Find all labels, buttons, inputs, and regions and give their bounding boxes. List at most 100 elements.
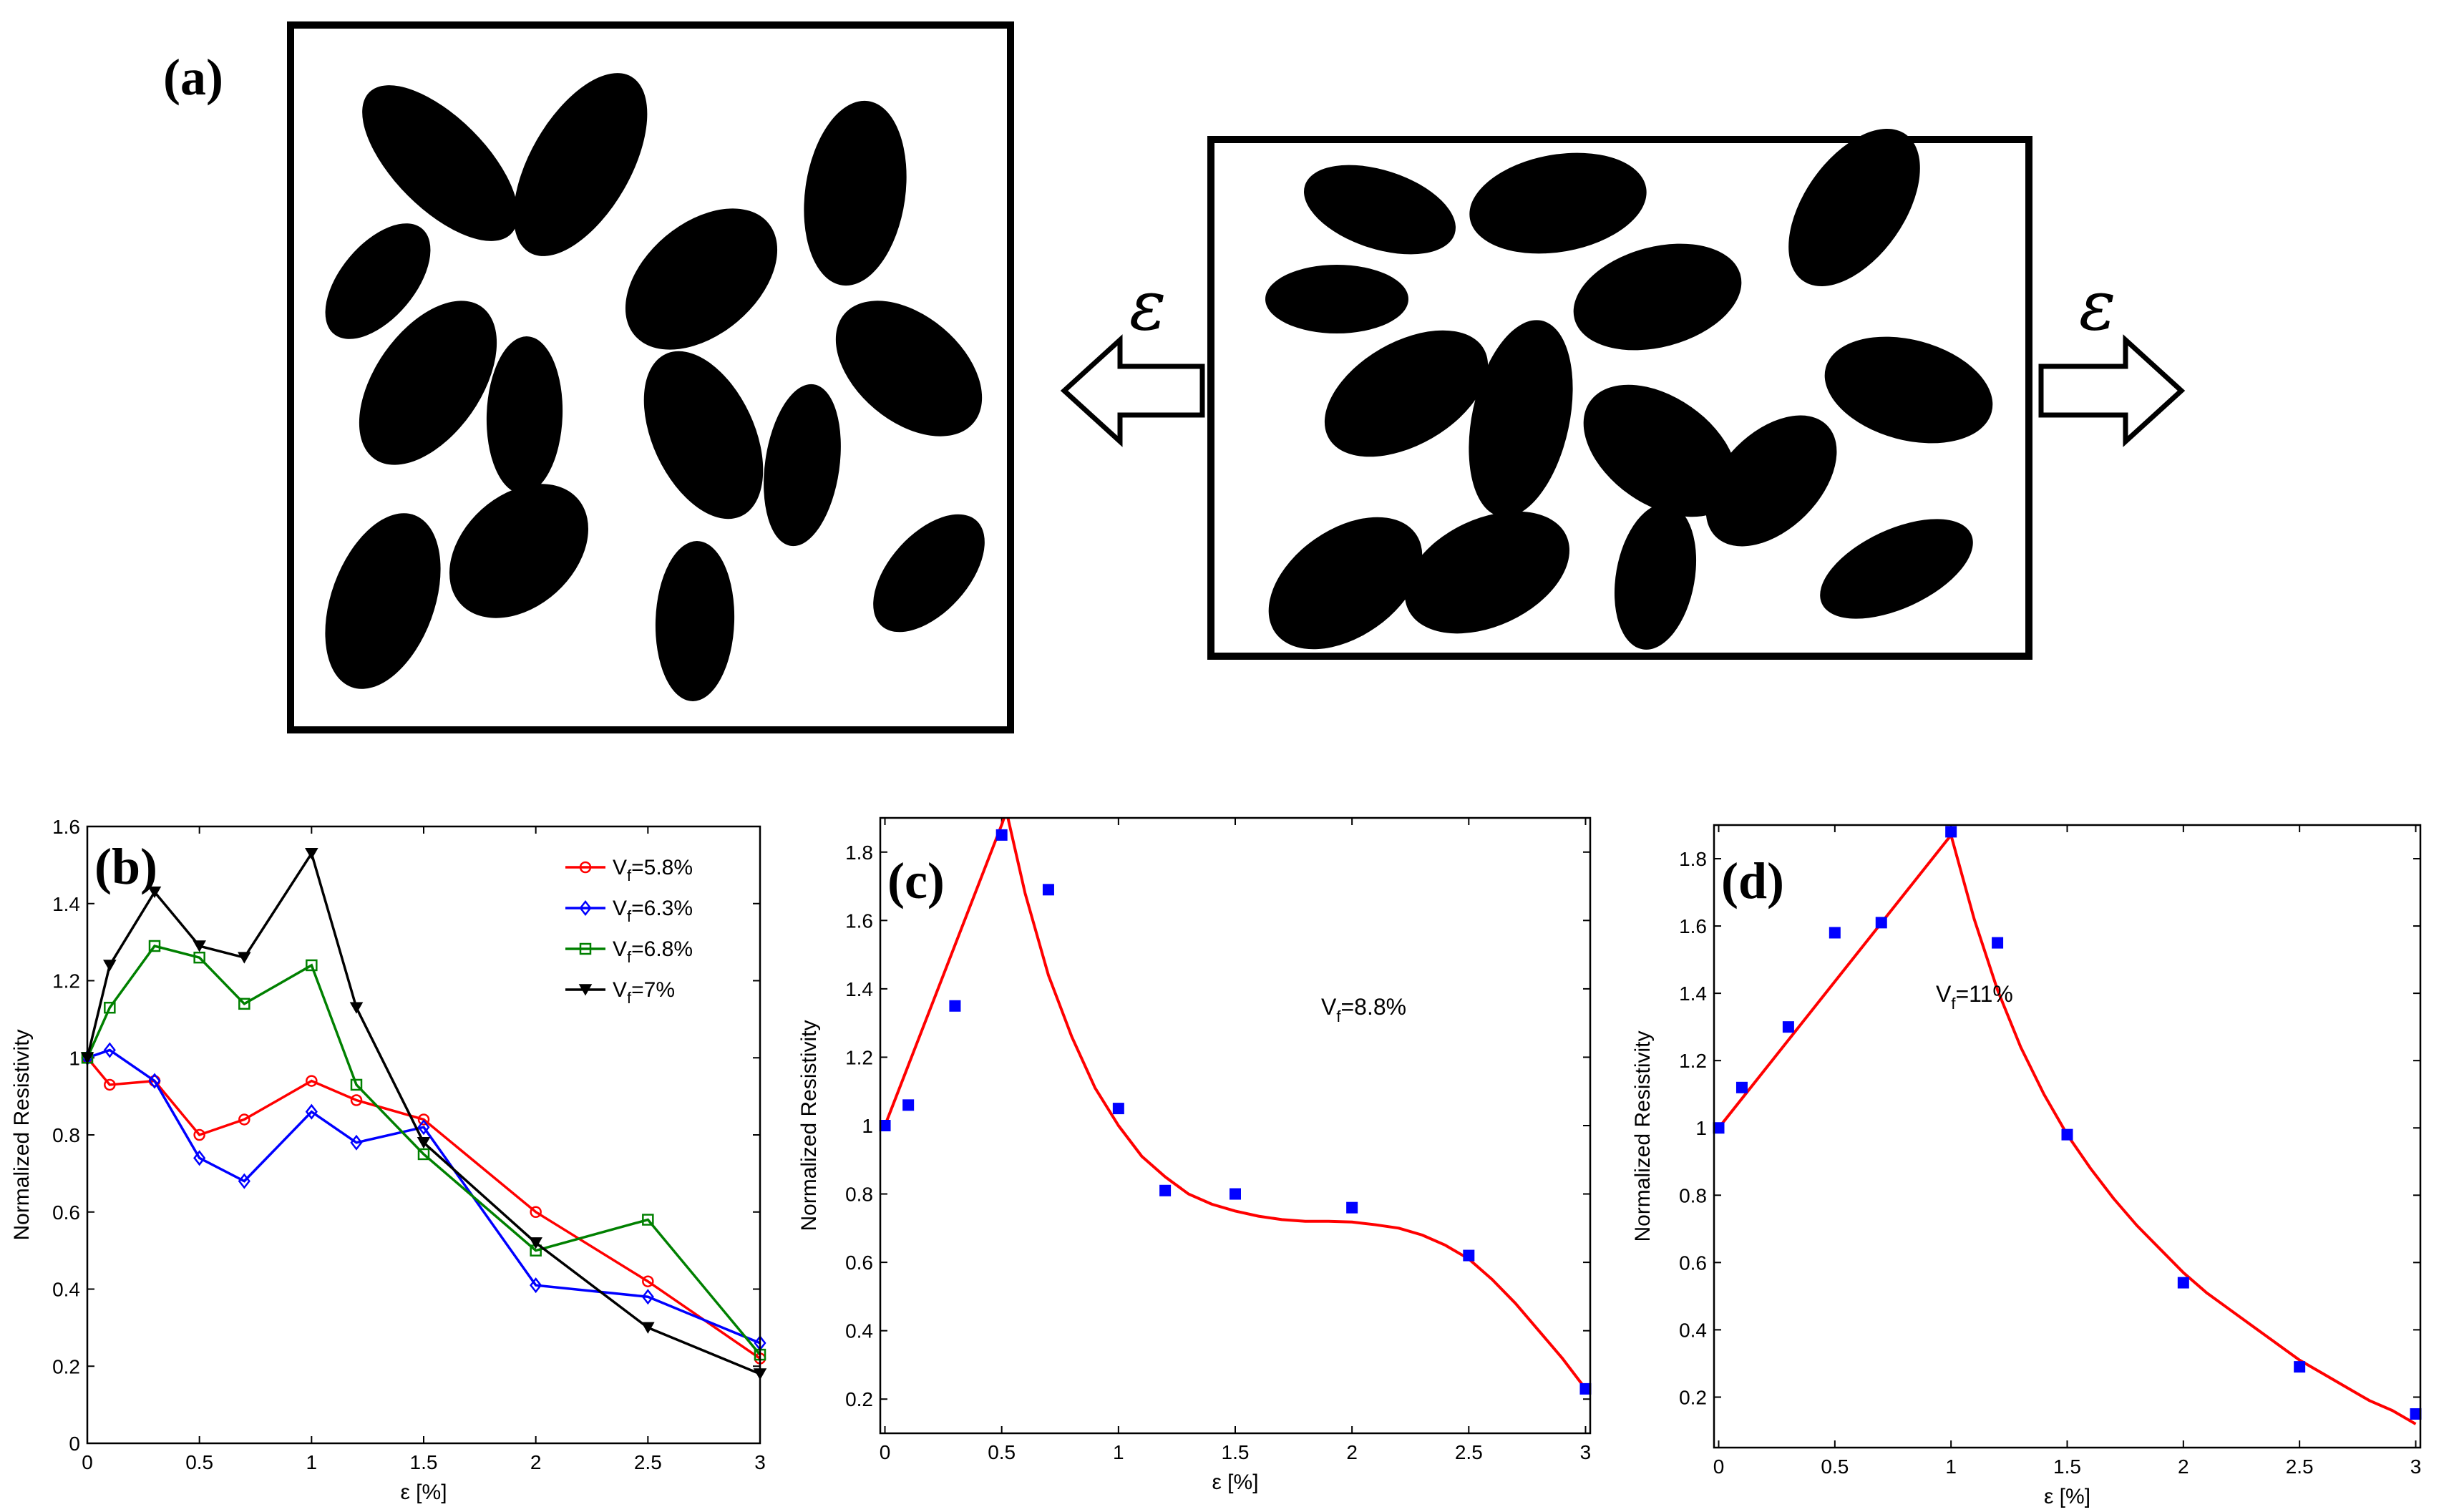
data-point: [147, 886, 162, 899]
chart-b-x-axis-label: ε [%]: [400, 1481, 447, 1504]
data-point: [306, 959, 318, 972]
data-point: [305, 1103, 318, 1120]
chart-d-panel-label: (d): [1721, 852, 1784, 909]
filler-particle: [449, 484, 588, 618]
filler-particle: [325, 223, 431, 339]
data-point: [1992, 937, 2004, 949]
fit-curve: [883, 818, 1587, 1390]
y-tick-label: 0.6: [845, 1252, 873, 1274]
x-tick-label: 2: [530, 1451, 542, 1473]
filler-particle: [1469, 152, 1647, 254]
data-point: [417, 1119, 430, 1136]
data-point: [1782, 1021, 1794, 1033]
y-tick-label: 0: [69, 1433, 80, 1455]
chart-b-series: [80, 847, 767, 1380]
data-point: [1463, 1249, 1475, 1262]
x-tick-label: 2.5: [2286, 1455, 2314, 1478]
strain-symbol-left: ε: [1129, 265, 1167, 346]
y-tick-label: 0.8: [845, 1184, 873, 1206]
chart-d-annotation: Vf=11%: [1936, 981, 2013, 1013]
y-tick-label: 0.8: [52, 1124, 80, 1146]
x-tick-label: 1.5: [1222, 1441, 1250, 1463]
y-tick-label: 0.6: [52, 1201, 80, 1224]
filler-particle: [359, 301, 497, 465]
x-tick-label: 3: [754, 1451, 766, 1473]
y-tick-label: 1: [69, 1047, 80, 1069]
data-point: [193, 1150, 206, 1166]
strained-composite-box: [1207, 136, 2032, 660]
chart-b-legend: Vf=5.8% Vf=6.3% Vf=6.8% Vf=7%: [557, 844, 750, 1013]
strained-fillers: [1265, 129, 1993, 650]
x-tick-label: 0.5: [1821, 1455, 1849, 1478]
chart-d-tick-labels: 0 0.5 1 1.5 2 2.5 3 0.2 0.4 0.6 0.8 1 1.2 1.4 1.6 1.8: [1679, 848, 2421, 1478]
unstrained-composite-box: [287, 21, 1014, 733]
chart-c-x-axis-label: ε [%]: [1212, 1470, 1258, 1494]
data-point: [879, 1120, 891, 1131]
y-tick-label: 0.2: [845, 1388, 873, 1410]
data-point: [238, 1173, 250, 1189]
data-point: [641, 1322, 655, 1334]
filler-particle: [1265, 265, 1408, 333]
legend-entry: Vf=6.3%: [613, 897, 693, 925]
data-point: [238, 952, 251, 964]
x-tick-label: 2.5: [1455, 1441, 1483, 1463]
filler-particle: [1324, 330, 1489, 457]
chart-b-plot-area: [86, 825, 761, 1445]
y-tick-label: 0.2: [52, 1355, 80, 1377]
x-tick-label: 1: [1945, 1455, 1957, 1478]
chart-b: 0 0.5 1 1.5 2 2.5 3 0 0.2 0.4 0.6 0.8 1 1.2 1.4 1.6 ε […: [10, 816, 767, 1504]
data-point: [193, 951, 205, 964]
y-tick-label: 1: [1695, 1117, 1707, 1139]
legend-entry: Vf=7%: [613, 978, 675, 1007]
series-line-1: [87, 1048, 761, 1345]
filler-particle: [486, 336, 563, 494]
filler-particle: [643, 351, 764, 520]
data-point: [1735, 1081, 1748, 1093]
y-tick-label: 1.6: [845, 909, 873, 932]
x-tick-label: 1: [306, 1451, 318, 1473]
y-tick-label: 0.2: [1679, 1386, 1707, 1408]
chart-b-tick-labels: 0 0.5 1 1.5 2 2.5 3 0 0.2 0.4 0.6 0.8 1 1.2 1.4 1.6: [52, 816, 766, 1473]
x-tick-label: 0: [1713, 1455, 1725, 1478]
chart-d-x-axis-label: ε [%]: [2044, 1485, 2090, 1508]
data-point: [642, 1214, 654, 1226]
legend-marker: [579, 942, 592, 955]
data-point: [193, 940, 206, 952]
data-point: [349, 1002, 364, 1014]
unstrained-fillers: [325, 73, 985, 701]
legend-marker: [578, 984, 593, 996]
data-point: [2294, 1361, 2306, 1373]
data-point: [529, 1237, 542, 1249]
filler-particle: [1404, 511, 1570, 634]
legend-marker: [579, 899, 592, 917]
data-point: [104, 1001, 116, 1014]
y-tick-label: 0.8: [1679, 1184, 1707, 1206]
filler-particle: [362, 85, 518, 241]
filler-particle: [1788, 129, 1920, 286]
y-tick-label: 1.2: [1679, 1050, 1707, 1072]
y-tick-label: 1.4: [1679, 982, 1707, 1005]
filler-particle: [513, 73, 648, 256]
filler-particle: [1820, 519, 1973, 619]
strain-arrow-left-icon: [1060, 334, 1205, 447]
x-tick-label: 1: [1113, 1441, 1124, 1463]
y-tick-label: 1.4: [845, 978, 873, 1000]
x-tick-label: 0: [82, 1451, 93, 1473]
y-tick-label: 1.8: [1679, 848, 1707, 870]
data-point: [104, 1078, 116, 1091]
chart-c-annotation: Vf=8.8%: [1321, 994, 1406, 1025]
filler-particle: [1583, 384, 1738, 517]
legend-marker: [579, 861, 592, 874]
chart-d-plot-area: [1713, 824, 2422, 1449]
x-tick-label: 3: [2410, 1455, 2422, 1478]
chart-c-tick-labels: 0 0.5 1 1.5 2 2.5 3 0.2 0.4 0.6 0.8 1 1.2 1.4 1.6 1.8: [845, 842, 1591, 1463]
strain-symbol-right: ε: [2079, 265, 2116, 346]
chart-d-series: [1713, 826, 2422, 1425]
chart-c-series: [879, 818, 1592, 1395]
chart-c-panel-label: (c): [887, 852, 945, 909]
data-point: [417, 1113, 430, 1126]
strain-arrow-right-icon: [2038, 334, 2186, 447]
data-point: [417, 1137, 431, 1149]
fit-curve: [1717, 834, 2417, 1425]
